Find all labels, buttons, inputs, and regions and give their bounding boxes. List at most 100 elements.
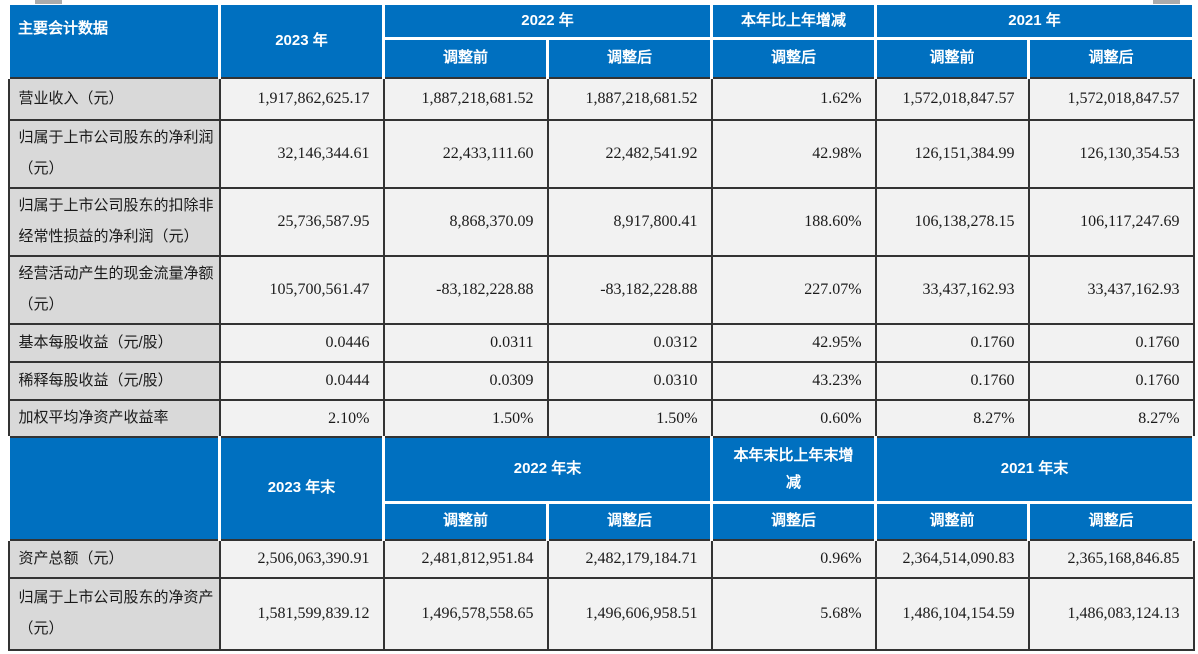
row-label: 资产总额（元）	[7, 539, 221, 579]
cell-value: 106,138,278.15	[874, 187, 1030, 257]
cell-value: 33,437,162.93	[874, 255, 1030, 325]
cell-value: 0.0311	[382, 323, 549, 363]
cell-value: 2.10%	[218, 399, 385, 438]
header-row-adjustments-end: 调整前 调整后 调整后 调整前 调整后	[9, 500, 1196, 540]
cell-value: 126,130,354.53	[1027, 119, 1195, 189]
screen-artifact	[1153, 0, 1180, 4]
cell-value: -83,182,228.88	[382, 255, 549, 325]
cell-value: 42.95%	[710, 323, 877, 363]
cell-value: -83,182,228.88	[546, 255, 713, 325]
cell-value: 43.23%	[710, 361, 877, 401]
header-row-adjustments: 调整前 调整后 调整后 调整前 调整后	[9, 36, 1196, 78]
subheader-2021-before: 调整前	[874, 36, 1031, 78]
cell-value: 2,364,514,090.83	[874, 539, 1030, 579]
header-yearend-change: 本年末比上年末增减	[710, 437, 878, 502]
cell-value: 0.1760	[1027, 361, 1195, 401]
subheader-2021-after: 调整后	[1027, 36, 1196, 78]
cell-value: 2,506,063,390.91	[218, 539, 385, 579]
subheader-2021end-before: 调整前	[874, 500, 1031, 540]
row-label: 归属于上市公司股东的净利润（元）	[7, 119, 221, 189]
row-label: 归属于上市公司股东的扣除非经常性损益的净利润（元）	[7, 187, 221, 257]
row-label: 经营活动产生的现金流量净额（元）	[7, 255, 221, 325]
cell-value: 8,917,800.41	[546, 187, 713, 257]
cell-value: 32,146,344.61	[218, 119, 385, 189]
cell-value: 1,572,018,847.57	[1027, 77, 1195, 121]
cell-value: 0.0310	[546, 361, 713, 401]
screen-artifact	[35, 0, 62, 4]
table-row: 营业收入（元） 1,917,862,625.17 1,887,218,681.52 1…	[7, 77, 1195, 121]
row-label: 基本每股收益（元/股）	[7, 323, 221, 363]
cell-value: 42.98%	[710, 119, 877, 189]
cell-value: 0.1760	[1027, 323, 1195, 363]
header-2021: 2021 年	[874, 5, 1196, 38]
cell-value: 1,496,578,558.65	[382, 577, 549, 651]
section-year-end: 2023 年末 2022 年末 本年末比上年末增减 2021 年末 调整前 调整…	[7, 437, 1196, 651]
row-label: 营业收入（元）	[7, 77, 221, 121]
cell-value: 1.50%	[382, 399, 549, 438]
cell-value: 1,496,606,958.51	[546, 577, 713, 651]
cell-value: 1,572,018,847.57	[874, 77, 1030, 121]
cell-value: 1,486,104,154.59	[874, 577, 1030, 651]
key-accounting-data-table: 主要会计数据 2023 年 2022 年 本年比上年增减 2021 年 调整前 …	[7, 5, 1196, 651]
table-row: 经营活动产生的现金流量净额（元） 105,700,561.47 -83,182,22…	[7, 255, 1195, 325]
cell-value: 1.50%	[546, 399, 713, 438]
cell-value: 188.60%	[710, 187, 877, 257]
header-yoy-change: 本年比上年增减	[710, 5, 878, 38]
cell-value: 106,117,247.69	[1027, 187, 1195, 257]
subheader-2022end-before: 调整前	[382, 500, 549, 540]
row-label: 归属于上市公司股东的净资产（元）	[7, 577, 221, 651]
subheader-2022end-after: 调整后	[545, 500, 714, 540]
table-row: 加权平均净资产收益率 2.10% 1.50% 1.50% 0.60% 8.27% 8.27%	[7, 399, 1195, 438]
cell-value: 105,700,561.47	[218, 255, 385, 325]
corner-header-empty	[7, 437, 221, 540]
cell-value: 22,433,111.60	[382, 119, 549, 189]
cell-value: 1,887,218,681.52	[382, 77, 549, 121]
row-label: 稀释每股收益（元/股）	[7, 361, 221, 401]
table-row: 归属于上市公司股东的净资产（元） 1,581,599,839.12 1,496,57…	[7, 577, 1195, 651]
table-row: 归属于上市公司股东的净利润（元） 32,146,344.61 22,433,111.…	[7, 119, 1195, 189]
header-row-years: 主要会计数据 2023 年 2022 年 本年比上年增减 2021 年	[7, 5, 1196, 78]
cell-value: 1,486,083,124.13	[1027, 577, 1195, 651]
cell-value: 0.1760	[874, 323, 1030, 363]
cell-value: 0.0309	[382, 361, 549, 401]
subheader-changeend-after: 调整后	[710, 500, 878, 540]
subheader-change-after: 调整后	[710, 36, 878, 78]
header-2022-end: 2022 年末	[381, 437, 714, 502]
corner-header: 主要会计数据	[7, 5, 221, 78]
header-2021-end: 2021 年末	[874, 437, 1196, 502]
cell-value: 1,917,862,625.17	[218, 77, 385, 121]
row-label: 加权平均净资产收益率	[7, 399, 221, 438]
cell-value: 8.27%	[1027, 399, 1195, 438]
subheader-2022-before: 调整前	[382, 36, 549, 78]
table-row: 资产总额（元） 2,506,063,390.91 2,481,812,951.84 2…	[7, 539, 1195, 579]
cell-value: 0.0444	[218, 361, 385, 401]
cell-value: 0.96%	[710, 539, 877, 579]
cell-value: 8,868,370.09	[382, 187, 549, 257]
table-row: 归属于上市公司股东的扣除非经常性损益的净利润（元） 25,736,587.95 8,…	[7, 187, 1195, 257]
header-2022: 2022 年	[381, 5, 714, 38]
cell-value: 227.07%	[710, 255, 877, 325]
cell-value: 0.0446	[218, 323, 385, 363]
cell-value: 5.68%	[710, 577, 877, 651]
cell-value: 0.1760	[874, 361, 1030, 401]
cell-value: 25,736,587.95	[218, 187, 385, 257]
cell-value: 0.60%	[710, 399, 877, 438]
cell-value: 8.27%	[874, 399, 1030, 438]
cell-value: 2,482,179,184.71	[546, 539, 713, 579]
cell-value: 22,482,541.92	[546, 119, 713, 189]
cell-value: 126,151,384.99	[874, 119, 1030, 189]
cell-value: 2,481,812,951.84	[382, 539, 549, 579]
table-row: 稀释每股收益（元/股） 0.0444 0.0309 0.0310 43.23% 0.176…	[7, 361, 1195, 401]
cell-value: 33,437,162.93	[1027, 255, 1195, 325]
cell-value: 2,365,168,846.85	[1027, 539, 1195, 579]
section-annual: 主要会计数据 2023 年 2022 年 本年比上年增减 2021 年 调整前 …	[7, 5, 1196, 438]
cell-value: 1.62%	[710, 77, 877, 121]
header-2023: 2023 年	[218, 5, 385, 78]
table-row: 基本每股收益（元/股） 0.0446 0.0311 0.0312 42.95% 0.176…	[7, 323, 1195, 363]
header-2023-end: 2023 年末	[218, 437, 385, 540]
cell-value: 1,887,218,681.52	[546, 77, 713, 121]
cell-value: 1,581,599,839.12	[218, 577, 385, 651]
subheader-2022-after: 调整后	[545, 36, 714, 78]
subheader-2021end-after: 调整后	[1027, 500, 1196, 540]
